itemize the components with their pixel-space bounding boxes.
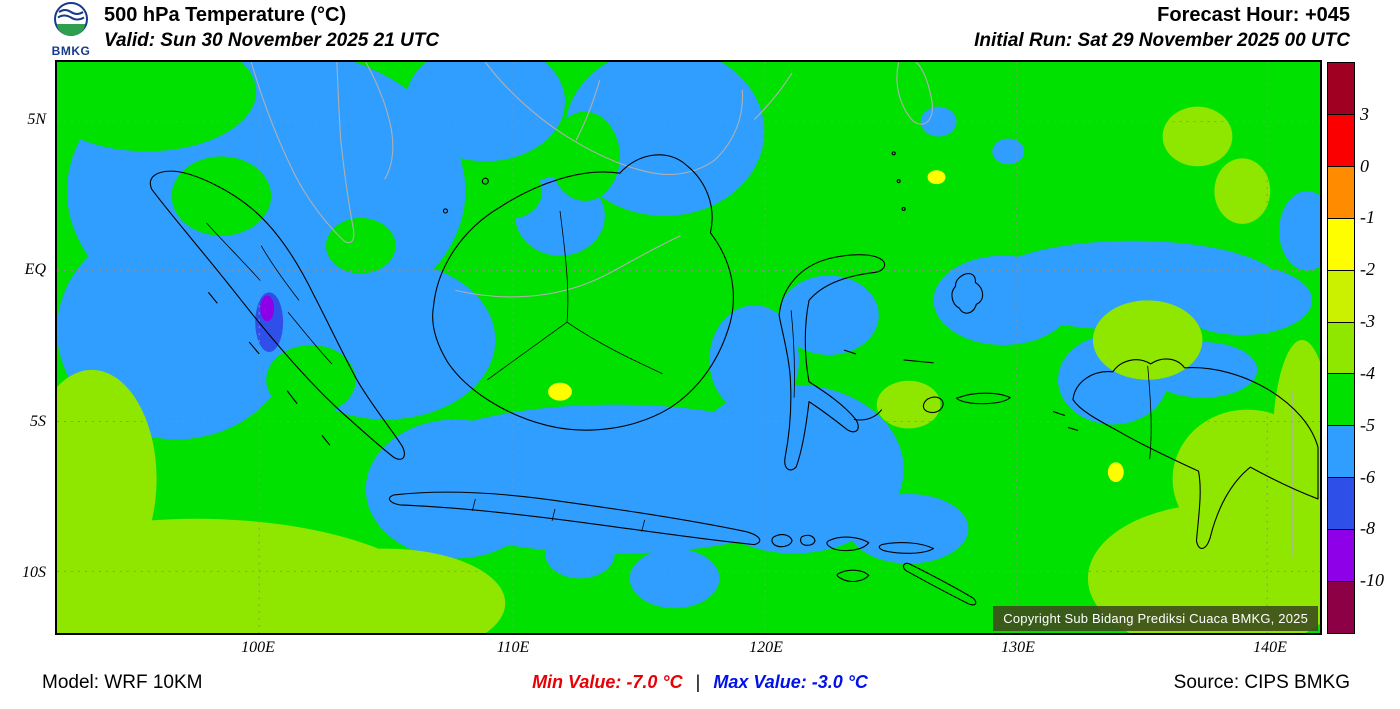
colorbar-segment [1328,165,1354,218]
initial-run: Initial Run: Sat 29 November 2025 00 UTC [974,30,1350,51]
colorbar-segment [1328,63,1354,114]
field-yellow-spots [548,170,1124,483]
min-value: Min Value: -7.0 °C [532,672,683,692]
lon-label-120e: 120E [749,639,783,656]
source-label: Source: CIPS BMKG [1173,672,1350,693]
lon-label-140e: 140E [1253,639,1287,656]
country-borders-gray [250,62,1293,557]
colorbar-tick-label: -4 [1360,362,1375,383]
colorbar [1327,62,1355,634]
field-cold-spot [255,292,284,352]
coastlines [149,154,1319,606]
colorbar-segment [1328,581,1354,633]
colorbar-labels: 3 0 -1 -2 -3 -4 -5 -6 -8 -10 [1360,0,1400,709]
colorbar-tick-label: -10 [1360,570,1384,591]
lon-label-110e: 110E [496,639,530,656]
colorbar-tick-label: 0 [1360,155,1369,176]
colorbar-tick-label: 3 [1360,103,1369,124]
header-title-block: 500 hPa Temperature (°C) Valid: Sun 30 N… [104,2,439,54]
bmkg-logo: BMKG [42,1,100,58]
small-islands [207,151,1079,446]
bmkg-logo-icon [54,2,88,36]
colorbar-segment [1328,425,1354,478]
lon-label-100e: 100E [241,639,275,656]
colorbar-segment [1328,373,1354,426]
lat-label-10s: 10S [22,564,46,581]
minmax-separator: | [695,672,701,692]
colorbar-segment [1328,113,1354,166]
colorbar-tick-label: -8 [1360,518,1375,539]
map-frame: Copyright Sub Bidang Prediksi Cuaca BMKG… [55,60,1322,635]
page-title: 500 hPa Temperature (°C) [104,4,347,26]
valid-time: Valid: Sun 30 November 2025 21 UTC [104,30,440,51]
colorbar-tick-label: -2 [1360,259,1375,280]
lat-label-5s: 5S [30,413,46,430]
bmkg-logo-label: BMKG [51,44,91,58]
colorbar-segment [1328,269,1354,322]
colorbar-segment [1328,529,1354,582]
colorbar-tick-label: -3 [1360,311,1375,332]
copyright-badge: Copyright Sub Bidang Prediksi Cuaca BMKG… [993,606,1318,631]
colorbar-tick-label: -6 [1360,466,1375,487]
province-borders [206,210,1152,532]
field-yellowgreen-regions [57,106,1320,633]
colorbar-tick-label: -5 [1360,414,1375,435]
colorbar-segment [1328,321,1354,374]
colorbar-segment [1328,477,1354,530]
lon-label-130e: 130E [1001,639,1035,656]
lat-label-eq: EQ [24,261,46,278]
model-label: Model: WRF 10KM [42,672,203,693]
indonesia-temperature-map [57,62,1320,633]
header-run-block: Forecast Hour: +045 Initial Run: Sat 29 … [974,2,1350,54]
lat-label-5n: 5N [27,111,46,128]
forecast-hour: Forecast Hour: +045 [1157,4,1350,26]
max-value: Max Value: -3.0 °C [713,672,868,692]
colorbar-tick-label: -1 [1360,207,1375,228]
minmax-values: Min Value: -7.0 °C | Max Value: -3.0 °C [532,672,868,693]
gridlines [57,62,1320,633]
colorbar-segment [1328,217,1354,270]
